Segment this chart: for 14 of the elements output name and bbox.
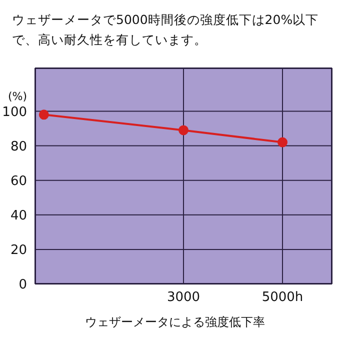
point <box>38 110 49 120</box>
x-tick-label: 3000 <box>166 290 200 306</box>
point <box>278 137 288 148</box>
x-tick-label: 5000h <box>262 290 304 306</box>
x-axis-title: ウェザーメータによる強度低下率 <box>84 314 266 331</box>
y-tick-label: 80 <box>10 139 27 154</box>
chart-title: ウェザーメータで5000時間後の強度低下は20%以下で、高い耐久性を有しています。 <box>12 11 320 49</box>
y-tick-label: 0 <box>18 278 27 293</box>
y-tick-label: 100 <box>2 104 27 120</box>
y-tick-label: 60 <box>10 174 27 189</box>
y-axis-title: (%) <box>8 90 28 103</box>
y-tick-label: 20 <box>10 243 27 258</box>
point <box>178 125 188 136</box>
y-tick-label: 40 <box>10 208 27 224</box>
